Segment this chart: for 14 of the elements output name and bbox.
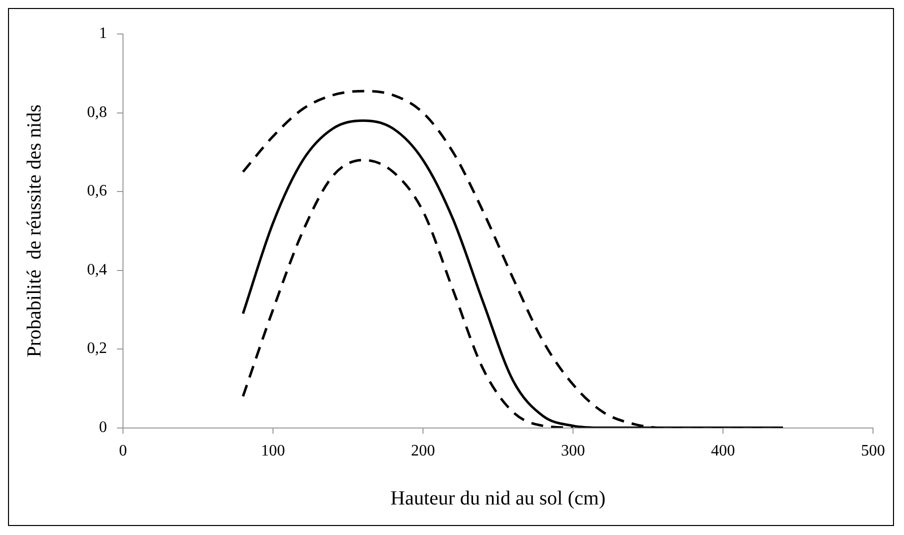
x-tick-label: 400 [711,442,735,460]
y-tick-label: 1 [99,25,107,42]
y-tick-label: 0 [99,419,107,436]
y-tick-label: 0,6 [87,182,107,200]
y-axis-title: Probabilité de réussite des nids [23,104,46,358]
y-tick-label: 0,8 [87,104,107,121]
y-tick-label: 0,2 [87,340,107,358]
x-axis-title: Hauteur du nid au sol (cm) [390,487,606,510]
y-tick-label: 0,4 [87,261,107,278]
x-tick-label: 0 [119,442,127,460]
x-tick-label: 100 [261,442,285,460]
x-tick-label: 500 [861,442,885,460]
x-tick-label: 200 [411,442,435,460]
x-tick-label: 300 [561,442,585,460]
